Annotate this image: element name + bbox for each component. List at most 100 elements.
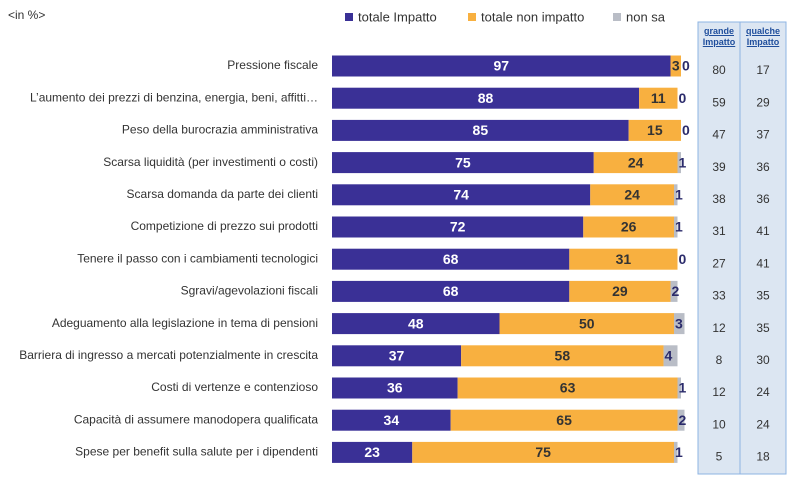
bar-segment (590, 184, 675, 206)
category-label: Barriera di ingresso a mercati potenzial… (19, 348, 318, 362)
table-cell: 80 (712, 63, 726, 77)
bar-segment (450, 409, 678, 431)
legend-label: totale Impatto (358, 9, 437, 24)
bar-segment (332, 313, 500, 335)
value-label: 31 (616, 251, 632, 267)
category-label: Capacità di assumere manodopera qualific… (74, 412, 318, 426)
value-label: 24 (628, 154, 644, 170)
value-label: 2 (679, 412, 687, 428)
table-bg (697, 21, 787, 475)
value-label: 58 (555, 348, 571, 364)
category-label: Tenere il passo con i cambiamenti tecnol… (77, 251, 318, 265)
legend-swatch (345, 13, 353, 21)
bar-segment (674, 184, 678, 206)
table-cell: 39 (712, 160, 726, 174)
value-label: 97 (493, 58, 509, 74)
unit-label: <in %> (8, 8, 45, 22)
bar-segment (677, 377, 681, 399)
table-cell: 35 (756, 321, 770, 335)
value-label: 0 (679, 90, 687, 106)
table-cell: 31 (712, 224, 726, 238)
value-label: 34 (384, 412, 400, 428)
category-label: L’aumento dei prezzi di benzina, energia… (30, 90, 318, 104)
bar-segment (677, 409, 685, 431)
table-cell: 18 (756, 450, 770, 464)
bar-segment (332, 409, 451, 431)
bar-segment (674, 313, 685, 335)
table-cell: 59 (712, 95, 726, 109)
value-label: 74 (453, 187, 469, 203)
table-cell: 36 (756, 160, 770, 174)
value-label: 65 (556, 412, 572, 428)
category-label: Scarsa domanda da parte dei clienti (127, 187, 318, 201)
bar-segment (670, 280, 678, 302)
value-label: 1 (675, 187, 683, 203)
category-label: Adeguamento alla legislazione in tema di… (52, 316, 318, 330)
value-label: 88 (478, 90, 494, 106)
value-label: 0 (682, 58, 690, 74)
value-label: 48 (408, 315, 424, 331)
table-cell: 36 (756, 192, 770, 206)
bar-segment (499, 313, 675, 335)
bar-segment (674, 441, 678, 463)
bar-segment (332, 119, 629, 141)
bar-segment (461, 345, 664, 367)
category-label: Scarsa liquidità (per investimenti o cos… (103, 155, 318, 169)
bar-segment (674, 216, 678, 238)
value-label: 63 (560, 380, 576, 396)
table-cell: 17 (756, 63, 770, 77)
bar-segment (670, 55, 681, 77)
value-label: 50 (579, 315, 595, 331)
table-header: qualche Impatto (745, 26, 780, 47)
table-cell: 30 (756, 353, 770, 367)
value-label: 85 (473, 122, 489, 138)
bar-segment (332, 377, 458, 399)
value-label: 1 (679, 380, 687, 396)
value-label: 15 (647, 122, 663, 138)
bar-segment (663, 345, 678, 367)
value-label: 36 (387, 380, 403, 396)
value-label: 2 (672, 283, 680, 299)
legend-label: totale non impatto (481, 9, 584, 24)
value-label: 24 (624, 187, 640, 203)
bar-segment (332, 184, 591, 206)
legend-swatch (468, 13, 476, 21)
table-cell: 35 (756, 289, 770, 303)
category-label: Peso della burocrazia amministrativa (122, 123, 318, 137)
value-label: 1 (679, 154, 687, 170)
bar-segment (412, 441, 675, 463)
bar-segment (332, 248, 570, 270)
bar-segment (583, 216, 675, 238)
table-cell: 10 (712, 417, 726, 431)
value-label: 75 (535, 444, 551, 460)
value-label: 68 (443, 251, 459, 267)
category-label: Sgravi/agevolazioni fiscali (181, 284, 318, 298)
category-label: Spese per benefit sulla salute per i dip… (75, 445, 318, 459)
bar-segment (639, 87, 678, 109)
table-cell: 47 (712, 128, 726, 142)
value-label: 75 (455, 154, 471, 170)
table-cell: 41 (756, 256, 770, 270)
value-label: 23 (364, 444, 380, 460)
bar-segment (332, 55, 671, 77)
value-label: 37 (389, 348, 405, 364)
table-cell: 27 (712, 256, 726, 270)
table-cell: 8 (716, 353, 723, 367)
table-cell: 33 (712, 289, 726, 303)
bar-segment (332, 152, 594, 174)
value-label: 1 (675, 219, 683, 235)
table-cell: 24 (756, 417, 770, 431)
table-cell: 24 (756, 385, 770, 399)
value-label: 68 (443, 283, 459, 299)
value-label: 3 (675, 315, 683, 331)
table-cell: 12 (712, 385, 726, 399)
bar-segment (332, 216, 584, 238)
value-label: 4 (665, 348, 673, 364)
table-cell: 41 (756, 224, 770, 238)
table-cell: 29 (756, 95, 770, 109)
table-cell: 37 (756, 128, 770, 142)
table-cell: 38 (712, 192, 726, 206)
legend-swatch (613, 13, 621, 21)
